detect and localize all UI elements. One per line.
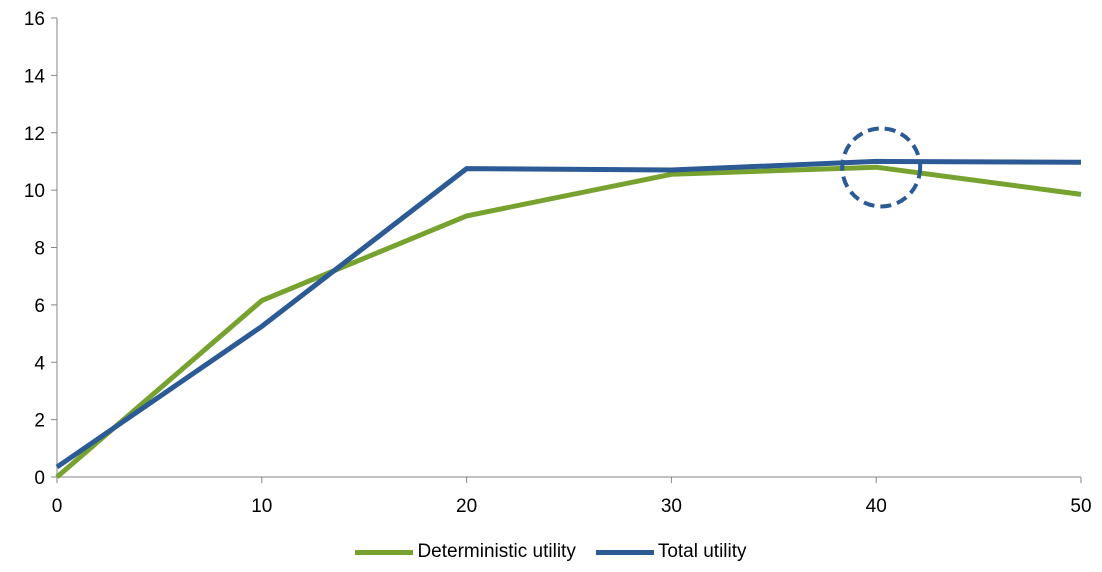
y-tick-label: 12 bbox=[24, 124, 45, 145]
x-tick-label: 10 bbox=[251, 496, 272, 517]
highlight-circle bbox=[840, 126, 923, 209]
legend-swatch-total bbox=[595, 549, 654, 555]
y-tick-label: 2 bbox=[34, 411, 45, 432]
y-tick-label: 14 bbox=[24, 66, 46, 87]
legend-label-total: Total utility bbox=[657, 541, 747, 562]
x-tick-label: 30 bbox=[661, 496, 682, 517]
legend: Deterministic utility Total utility bbox=[0, 541, 1102, 563]
y-tick-label: 8 bbox=[34, 239, 45, 260]
x-axis-ticks: 0 10 20 30 40 50 bbox=[52, 477, 1092, 517]
y-tick-label: 4 bbox=[34, 353, 45, 374]
x-tick-label: 20 bbox=[456, 496, 477, 517]
series-lines bbox=[55, 158, 1082, 479]
axes bbox=[56, 18, 1081, 478]
y-tick-label: 16 bbox=[24, 9, 45, 30]
legend-swatch-deterministic bbox=[355, 549, 414, 555]
legend-item-total: Total utility bbox=[595, 541, 747, 563]
x-tick-label: 50 bbox=[1070, 496, 1091, 517]
x-tick-label: 40 bbox=[866, 496, 887, 517]
y-tick-label: 0 bbox=[34, 468, 45, 489]
series-line-deterministic-utility bbox=[55, 164, 1082, 479]
legend-item-deterministic: Deterministic utility bbox=[355, 541, 576, 563]
annotation bbox=[840, 126, 923, 209]
legend-label-deterministic: Deterministic utility bbox=[417, 541, 576, 562]
y-tick-label: 6 bbox=[34, 296, 45, 317]
y-tick-label: 10 bbox=[24, 181, 45, 202]
series-line-total-utility bbox=[55, 158, 1082, 470]
y-axis-ticks: 0 2 4 6 8 10 12 14 16 bbox=[24, 9, 57, 489]
x-tick-label: 0 bbox=[52, 496, 63, 517]
